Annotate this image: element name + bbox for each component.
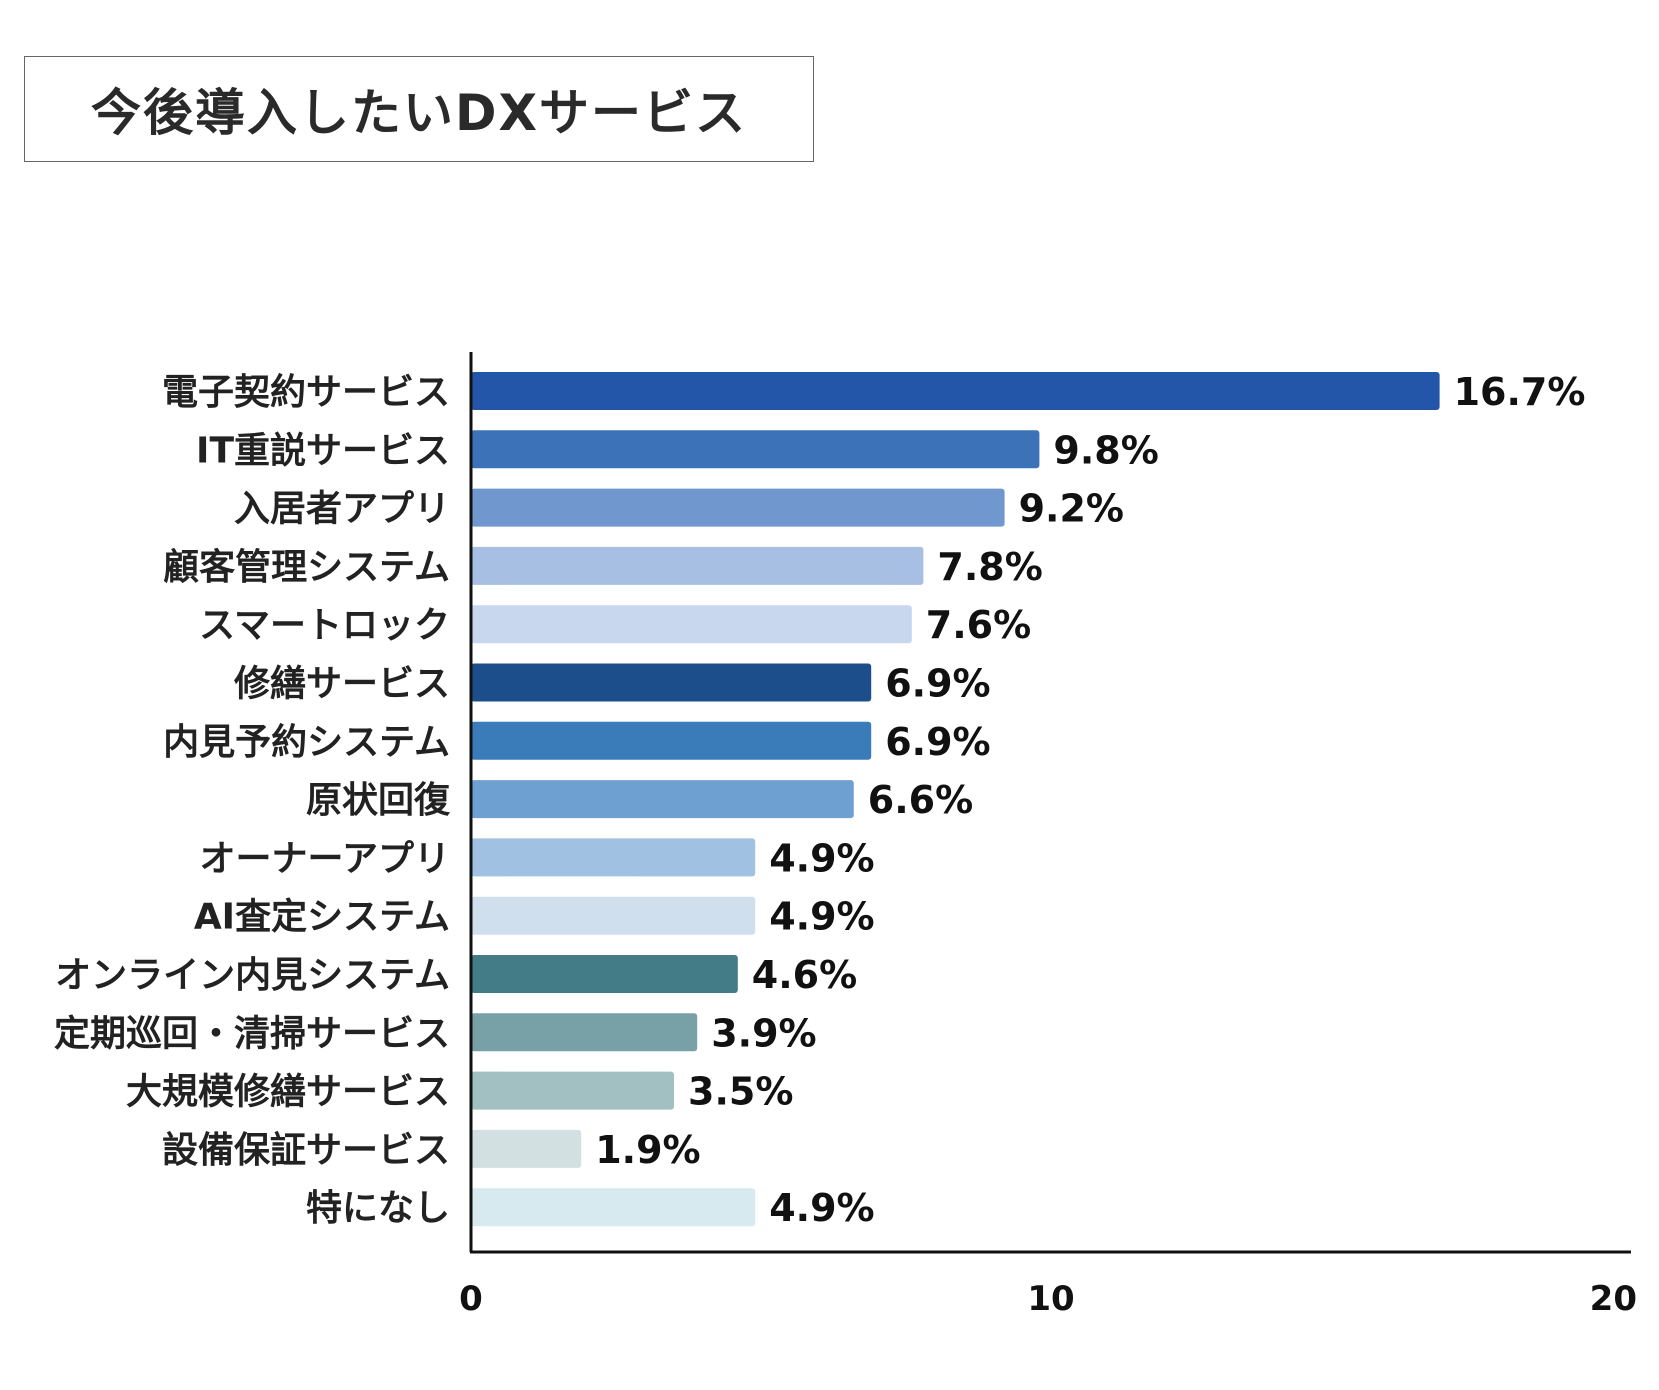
bar <box>471 721 872 760</box>
category-label: 顧客管理システム <box>163 547 450 588</box>
value-label: 1.9% <box>595 1128 700 1172</box>
value-label: 9.8% <box>1053 428 1158 472</box>
category-label: スマートロック <box>199 605 450 646</box>
category-label: 原状回復 <box>306 780 451 821</box>
bar <box>471 1013 698 1052</box>
bar <box>471 896 756 935</box>
chart-title: 今後導入したいDXサービス <box>90 84 748 142</box>
category-label: 特になし <box>306 1188 450 1229</box>
chart-title-box: 今後導入したいDXサービス <box>24 56 814 162</box>
value-label: 4.9% <box>769 895 874 939</box>
value-label: 3.5% <box>688 1070 793 1114</box>
bar <box>471 372 1440 410</box>
bar <box>471 1188 756 1227</box>
category-label: オンライン内見システム <box>55 955 450 996</box>
bar <box>471 955 738 993</box>
bar <box>471 838 756 877</box>
category-label: 電子契約サービス <box>162 372 450 413</box>
value-label: 7.8% <box>937 545 1042 589</box>
category-label: 入居者アプリ <box>234 489 450 530</box>
category-label: 設備保証サービス <box>162 1130 450 1171</box>
x-tick-label: 20 <box>1590 1279 1637 1319</box>
value-label: 4.6% <box>752 953 857 997</box>
bar <box>471 1129 582 1168</box>
category-label: オーナーアプリ <box>199 838 450 879</box>
value-label: 6.9% <box>885 720 990 764</box>
category-label: 修繕サービス <box>234 664 450 705</box>
bar <box>471 663 872 702</box>
value-label: 7.6% <box>926 603 1031 647</box>
value-label: 4.9% <box>769 1186 874 1230</box>
category-label: 定期巡回・清掃サービス <box>54 1013 450 1054</box>
bar <box>471 780 854 819</box>
bar <box>471 488 1005 527</box>
bar <box>471 430 1040 469</box>
value-label: 6.9% <box>885 662 990 706</box>
value-label: 16.7% <box>1454 370 1586 414</box>
bar <box>471 605 912 644</box>
value-label: 3.9% <box>711 1011 816 1055</box>
value-label: 9.2% <box>1019 487 1124 531</box>
bar <box>471 546 924 585</box>
category-label: AI査定システム <box>194 897 450 938</box>
value-label: 6.6% <box>868 778 973 822</box>
x-tick-label: 10 <box>1027 1279 1074 1319</box>
category-label: 内見予約システム <box>163 722 450 763</box>
bar <box>471 1071 674 1110</box>
category-label: 大規模修繕サービス <box>126 1072 450 1113</box>
x-tick-label: 0 <box>459 1279 483 1319</box>
category-label: IT重説サービス <box>196 430 450 471</box>
value-label: 4.9% <box>769 836 874 880</box>
